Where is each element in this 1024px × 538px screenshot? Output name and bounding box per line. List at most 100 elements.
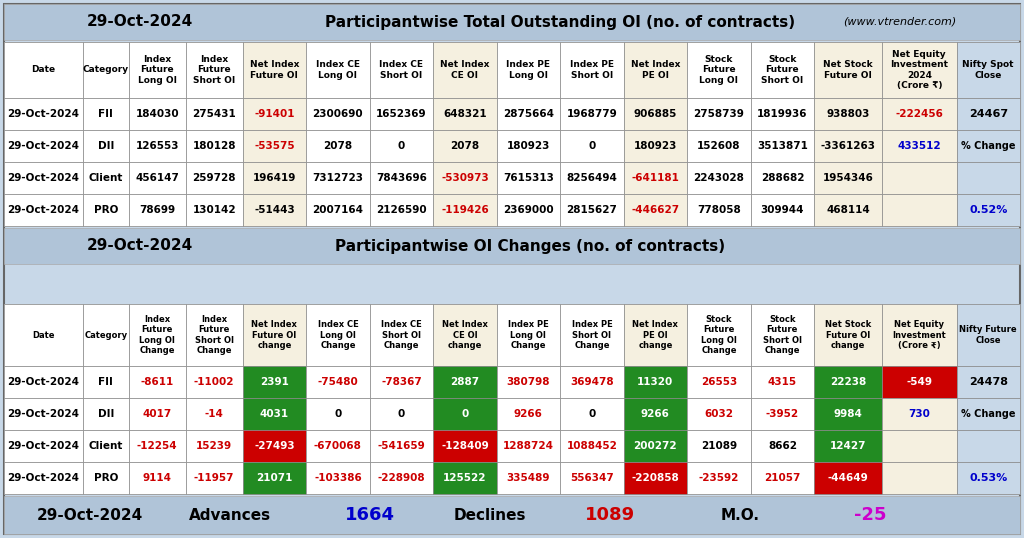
Text: 433512: 433512 — [897, 141, 941, 151]
Bar — [185, 366, 243, 398]
Bar — [751, 304, 814, 366]
Text: 152608: 152608 — [697, 141, 740, 151]
Bar — [560, 304, 624, 366]
Bar — [751, 366, 814, 398]
Text: 24478: 24478 — [969, 377, 1008, 387]
Text: Client: Client — [89, 173, 123, 183]
Text: Date: Date — [32, 330, 54, 339]
Bar — [687, 130, 751, 162]
Text: 6032: 6032 — [705, 409, 733, 419]
Text: 2243028: 2243028 — [693, 173, 744, 183]
Bar — [433, 42, 497, 98]
Text: Index
Future
Long OI: Index Future Long OI — [138, 55, 177, 85]
Text: 335489: 335489 — [507, 473, 550, 483]
Text: 0: 0 — [397, 141, 406, 151]
Text: 180128: 180128 — [193, 141, 236, 151]
Text: 26553: 26553 — [700, 377, 737, 387]
Text: -44649: -44649 — [827, 473, 868, 483]
Bar — [956, 430, 1020, 462]
Bar — [306, 366, 370, 398]
Bar — [129, 430, 185, 462]
Text: 259728: 259728 — [193, 173, 236, 183]
Text: -641181: -641181 — [632, 173, 679, 183]
Bar — [814, 194, 882, 226]
Text: Net Equity
Investment
(Crore ₹): Net Equity Investment (Crore ₹) — [892, 320, 946, 350]
Text: Stock
Future
Short OI
Change: Stock Future Short OI Change — [763, 315, 802, 355]
Text: Stock
Future
Long OI: Stock Future Long OI — [699, 55, 738, 85]
Bar — [4, 366, 83, 398]
Text: 2391: 2391 — [260, 377, 289, 387]
Text: DII: DII — [97, 409, 114, 419]
Text: 196419: 196419 — [253, 173, 296, 183]
Bar — [497, 98, 560, 130]
Bar — [956, 98, 1020, 130]
Bar — [560, 194, 624, 226]
Text: 556347: 556347 — [570, 473, 613, 483]
Bar — [956, 304, 1020, 366]
Bar — [185, 98, 243, 130]
Text: 288682: 288682 — [761, 173, 804, 183]
Bar — [83, 130, 129, 162]
Bar — [433, 430, 497, 462]
Bar — [4, 162, 83, 194]
Text: -12254: -12254 — [137, 441, 177, 451]
Bar — [243, 366, 306, 398]
Text: Index
Future
Short OI
Change: Index Future Short OI Change — [195, 315, 233, 355]
Text: 125522: 125522 — [443, 473, 486, 483]
Bar — [956, 462, 1020, 494]
Text: -670068: -670068 — [314, 441, 361, 451]
Bar — [560, 430, 624, 462]
Text: Index PE
Long OI
Change: Index PE Long OI Change — [508, 320, 549, 350]
Text: -91401: -91401 — [254, 109, 295, 119]
Text: 275431: 275431 — [193, 109, 237, 119]
Text: -8611: -8611 — [140, 377, 174, 387]
Bar — [4, 228, 1020, 264]
Text: 7312723: 7312723 — [312, 173, 364, 183]
Text: 29-Oct-2024: 29-Oct-2024 — [7, 205, 80, 215]
Bar — [882, 194, 956, 226]
Text: 1089: 1089 — [585, 506, 635, 524]
Text: Index CE
Long OI
Change: Index CE Long OI Change — [317, 320, 358, 350]
Text: Index
Future
Short OI: Index Future Short OI — [194, 55, 236, 85]
Text: Net Index
PE OI
change: Net Index PE OI change — [633, 320, 678, 350]
Text: Nifty Spot
Close: Nifty Spot Close — [963, 60, 1014, 80]
Text: M.O.: M.O. — [721, 507, 760, 522]
Bar — [83, 430, 129, 462]
Bar — [814, 42, 882, 98]
Bar — [4, 398, 83, 430]
Text: 2815627: 2815627 — [566, 205, 617, 215]
Bar — [4, 304, 1020, 494]
Bar — [4, 462, 83, 494]
Text: 9984: 9984 — [834, 409, 862, 419]
Text: -25: -25 — [854, 506, 886, 524]
Bar — [814, 398, 882, 430]
Text: 778058: 778058 — [697, 205, 740, 215]
Text: DII: DII — [97, 141, 114, 151]
Bar — [624, 42, 687, 98]
Text: -446627: -446627 — [632, 205, 680, 215]
Text: Stock
Future
Short OI: Stock Future Short OI — [761, 55, 804, 85]
Text: Net Stock
Future OI: Net Stock Future OI — [823, 60, 872, 80]
Bar — [687, 98, 751, 130]
Text: PRO: PRO — [93, 205, 118, 215]
Text: 0: 0 — [397, 409, 406, 419]
Bar — [497, 462, 560, 494]
Text: 11320: 11320 — [637, 377, 674, 387]
Bar — [129, 162, 185, 194]
Text: 184030: 184030 — [135, 109, 179, 119]
Bar — [185, 398, 243, 430]
Bar — [814, 462, 882, 494]
Text: 648321: 648321 — [443, 109, 486, 119]
Bar — [129, 304, 185, 366]
Text: 29-Oct-2024: 29-Oct-2024 — [37, 507, 143, 522]
Bar — [497, 304, 560, 366]
Text: -220858: -220858 — [632, 473, 679, 483]
Bar — [751, 42, 814, 98]
Bar — [306, 130, 370, 162]
Bar — [83, 462, 129, 494]
Text: 3513871: 3513871 — [757, 141, 808, 151]
Text: 29-Oct-2024: 29-Oct-2024 — [7, 441, 80, 451]
Bar — [624, 398, 687, 430]
Text: 4017: 4017 — [142, 409, 172, 419]
Bar — [370, 130, 433, 162]
